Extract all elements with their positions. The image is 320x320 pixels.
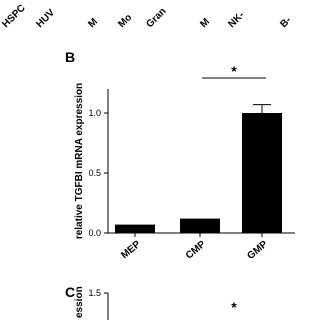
column-label: Mo bbox=[116, 12, 134, 30]
bar bbox=[180, 218, 220, 233]
bar bbox=[242, 113, 282, 233]
x-tick-label: GMP bbox=[245, 239, 270, 262]
y-tick-label: 1.5 bbox=[88, 288, 101, 298]
column-label: HSPC bbox=[0, 3, 27, 30]
panel-label: B bbox=[65, 49, 75, 65]
y-tick-label: 1.0 bbox=[88, 108, 101, 118]
error-bar bbox=[253, 104, 271, 113]
panel-label: C bbox=[65, 284, 75, 300]
y-axis-label: relative TGFBI mRNA expression bbox=[74, 83, 85, 239]
column-label: M bbox=[86, 16, 100, 30]
bar bbox=[115, 224, 155, 233]
y-tick-label: 0.5 bbox=[88, 168, 101, 178]
significance-star: * bbox=[231, 63, 237, 79]
significance-star: * bbox=[231, 299, 237, 315]
column-label: M bbox=[198, 16, 212, 30]
x-tick-label: CMP bbox=[184, 239, 208, 262]
column-label: NK- bbox=[226, 10, 246, 30]
y-tick-label: 0.0 bbox=[88, 228, 101, 238]
y-axis-label: ession bbox=[74, 286, 85, 318]
x-tick-label: MEP bbox=[119, 239, 143, 262]
column-label: HUV bbox=[34, 7, 57, 30]
column-label: Gran bbox=[144, 6, 168, 30]
column-label: B- bbox=[278, 15, 293, 30]
